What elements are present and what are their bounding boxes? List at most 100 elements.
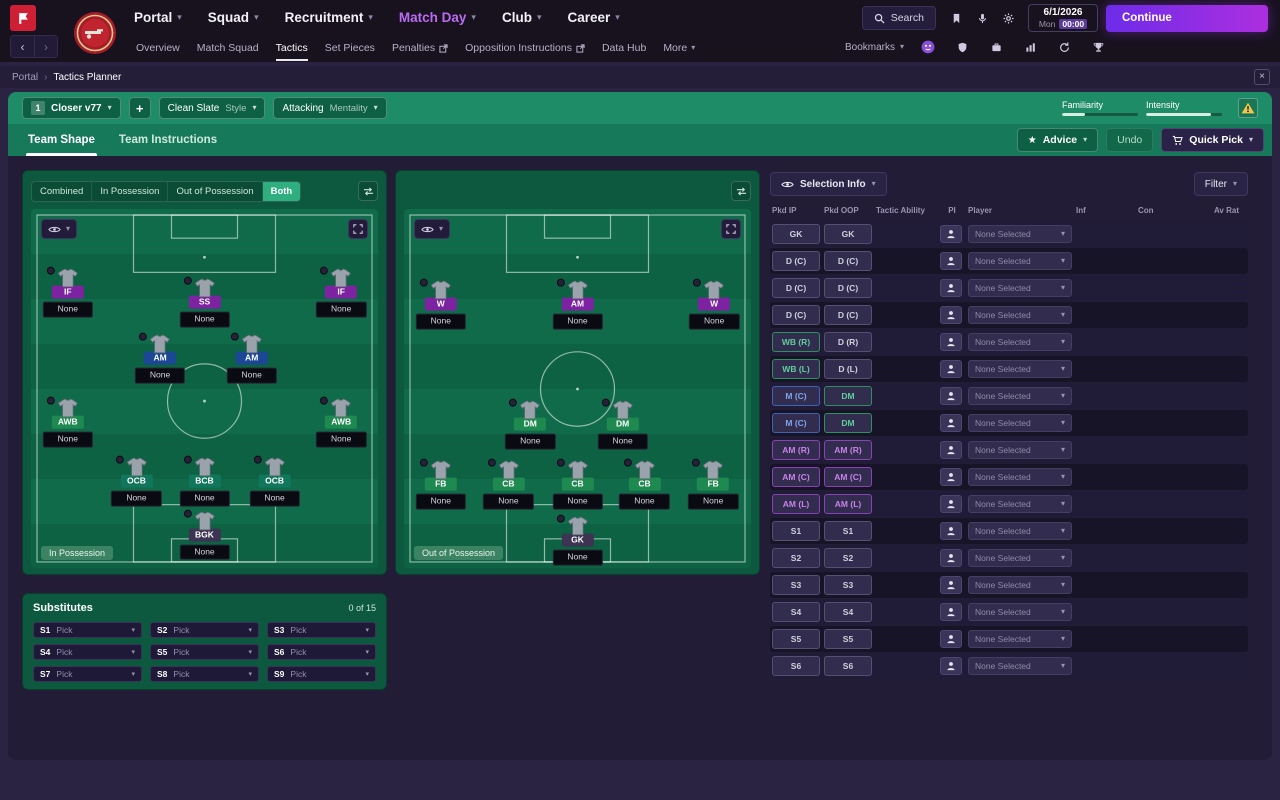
pos-badge-oop[interactable]: AM (C) [824, 467, 872, 487]
player-select-dropdown[interactable]: None Selected ▾ [968, 522, 1072, 540]
pos-badge-ip[interactable]: S5 [772, 629, 820, 649]
player-instructions-button[interactable] [940, 549, 962, 567]
pos-badge-oop[interactable]: S4 [824, 602, 872, 622]
pos-badge-ip[interactable]: WB (L) [772, 359, 820, 379]
pos-badge-oop[interactable]: AM (L) [824, 494, 872, 514]
pos-badge-ip[interactable]: S4 [772, 602, 820, 622]
player-slot-awb[interactable]: AWB None [316, 396, 367, 448]
filter-dropdown[interactable]: Filter ▾ [1193, 172, 1248, 196]
nav-item-portal[interactable]: Portal ▾ [134, 10, 182, 25]
gear-button[interactable] [996, 6, 1020, 30]
player-slot-dm[interactable]: DM None [597, 398, 648, 450]
player-select-dropdown[interactable]: None Selected ▾ [968, 657, 1072, 675]
refresh-button[interactable] [1052, 35, 1076, 59]
pos-badge-oop[interactable]: DM [824, 413, 872, 433]
pos-badge-ip[interactable]: AM (L) [772, 494, 820, 514]
club-crest[interactable] [72, 3, 118, 62]
nav-item-match-day[interactable]: Match Day ▾ [398, 10, 476, 25]
subnav-item-data-hub[interactable]: Data Hub [601, 42, 647, 54]
bookmarks-dropdown[interactable]: Bookmarks ▾ [845, 42, 904, 53]
bookmark-button[interactable] [944, 6, 968, 30]
player-select-dropdown[interactable]: None Selected ▾ [968, 225, 1072, 243]
nav-item-squad[interactable]: Squad ▾ [207, 10, 259, 25]
selection-info-dropdown[interactable]: Selection Info ▾ [770, 172, 887, 196]
player-instructions-button[interactable] [940, 225, 962, 243]
pos-badge-oop[interactable]: S1 [824, 521, 872, 541]
player-instructions-button[interactable] [940, 387, 962, 405]
pos-badge-ip[interactable]: AM (R) [772, 440, 820, 460]
player-slot-if[interactable]: IF None [42, 266, 93, 318]
visibility-dropdown[interactable]: ▾ [41, 219, 78, 239]
date-widget[interactable]: 6/1/2026 Mon 00:00 [1028, 4, 1098, 32]
quick-pick-dropdown[interactable]: Quick Pick ▾ [1161, 128, 1264, 152]
player-slot-cb[interactable]: CB None [552, 458, 603, 510]
player-slot-ocb[interactable]: OCB None [249, 455, 300, 507]
sub-slot-s4[interactable]: S4 Pick ▾ [33, 644, 142, 660]
assistant-button[interactable] [916, 35, 940, 59]
visibility-dropdown[interactable]: ▾ [414, 219, 451, 239]
player-slot-awb[interactable]: AWB None [42, 396, 93, 448]
player-instructions-button[interactable] [940, 657, 962, 675]
pos-badge-oop[interactable]: D (C) [824, 305, 872, 325]
player-select-dropdown[interactable]: None Selected ▾ [968, 495, 1072, 513]
breadcrumb-root[interactable]: Portal [12, 71, 39, 83]
player-slot-bgk[interactable]: BGK None [179, 509, 230, 561]
player-select-dropdown[interactable]: None Selected ▾ [968, 252, 1072, 270]
sub-slot-s6[interactable]: S6 Pick ▾ [267, 644, 376, 660]
advice-dropdown[interactable]: ★ Advice ▾ [1016, 128, 1099, 152]
style-dropdown[interactable]: Clean Slate Style ▾ [158, 97, 266, 119]
tab-team-instructions[interactable]: Team Instructions [118, 134, 218, 146]
pos-badge-oop[interactable]: S5 [824, 629, 872, 649]
toggle-out-of-possession[interactable]: Out of Possession [168, 181, 263, 201]
pos-badge-ip[interactable]: WB (R) [772, 332, 820, 352]
player-slot-ss[interactable]: SS None [179, 276, 230, 328]
subnav-item-penalties[interactable]: Penalties [392, 35, 448, 61]
pos-badge-oop[interactable]: S6 [824, 656, 872, 676]
player-instructions-button[interactable] [940, 630, 962, 648]
subnav-item-overview[interactable]: Overview [136, 42, 180, 54]
tactic-selector-dropdown[interactable]: 1 Closer v77 ▾ [22, 97, 121, 119]
chart-button[interactable] [1018, 35, 1042, 59]
sub-slot-s8[interactable]: S8 Pick ▾ [150, 666, 259, 682]
pos-badge-oop[interactable]: GK [824, 224, 872, 244]
subnav-item-set-pieces[interactable]: Set Pieces [324, 42, 375, 54]
pos-badge-ip[interactable]: GK [772, 224, 820, 244]
nav-item-career[interactable]: Career ▾ [567, 10, 620, 25]
player-instructions-button[interactable] [940, 576, 962, 594]
pos-badge-oop[interactable]: DM [824, 386, 872, 406]
player-select-dropdown[interactable]: None Selected ▾ [968, 630, 1072, 648]
swap-view-button[interactable] [731, 181, 751, 201]
player-instructions-button[interactable] [940, 603, 962, 621]
player-instructions-button[interactable] [940, 468, 962, 486]
pos-badge-oop[interactable]: S3 [824, 575, 872, 595]
player-slot-am[interactable]: AM None [226, 332, 277, 384]
player-instructions-button[interactable] [940, 360, 962, 378]
subnav-item-tactics[interactable]: Tactics [276, 35, 308, 61]
mic-button[interactable] [970, 6, 994, 30]
pos-badge-oop[interactable]: AM (R) [824, 440, 872, 460]
player-slot-w[interactable]: W None [415, 278, 466, 330]
player-slot-fb[interactable]: FB None [688, 458, 739, 510]
close-button[interactable]: × [1254, 69, 1270, 85]
player-instructions-button[interactable] [940, 252, 962, 270]
tab-team-shape[interactable]: Team Shape [16, 124, 107, 156]
player-select-dropdown[interactable]: None Selected ▾ [968, 279, 1072, 297]
pos-badge-ip[interactable]: S2 [772, 548, 820, 568]
toggle-combined[interactable]: Combined [32, 181, 93, 201]
toggle-in-possession[interactable]: In Possession [92, 181, 169, 201]
pos-badge-ip[interactable]: AM (C) [772, 467, 820, 487]
player-select-dropdown[interactable]: None Selected ▾ [968, 576, 1072, 594]
back-button[interactable]: ‹ [11, 36, 34, 57]
pos-badge-oop[interactable]: D (L) [824, 359, 872, 379]
player-slot-cb[interactable]: CB None [619, 458, 670, 510]
pos-badge-oop[interactable]: D (C) [824, 278, 872, 298]
player-slot-am[interactable]: AM None [134, 332, 186, 384]
pos-badge-ip[interactable]: D (C) [772, 251, 820, 271]
trophy-button[interactable] [1086, 35, 1110, 59]
player-select-dropdown[interactable]: None Selected ▾ [968, 306, 1072, 324]
player-instructions-button[interactable] [940, 306, 962, 324]
player-slot-fb[interactable]: FB None [415, 458, 466, 510]
swap-view-button[interactable] [358, 181, 378, 201]
player-instructions-button[interactable] [940, 333, 962, 351]
player-select-dropdown[interactable]: None Selected ▾ [968, 603, 1072, 621]
